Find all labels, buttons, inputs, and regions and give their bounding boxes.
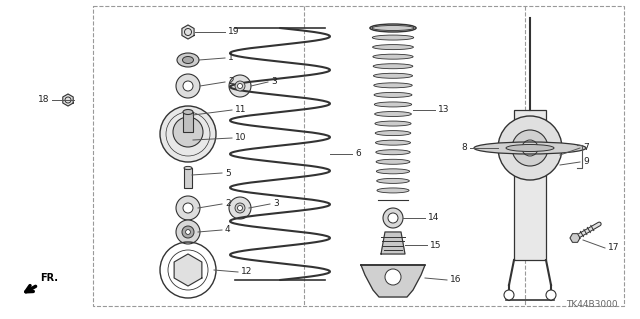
Ellipse shape xyxy=(377,188,409,193)
Circle shape xyxy=(229,75,251,97)
Text: 2: 2 xyxy=(225,199,230,209)
Text: 1: 1 xyxy=(228,54,234,63)
Ellipse shape xyxy=(373,54,413,59)
Polygon shape xyxy=(361,265,425,297)
Circle shape xyxy=(176,220,200,244)
Text: 6: 6 xyxy=(355,150,361,159)
Text: 2: 2 xyxy=(228,78,234,86)
Text: 3: 3 xyxy=(271,78,276,86)
Text: 4: 4 xyxy=(225,226,230,234)
Ellipse shape xyxy=(372,26,414,31)
Text: 5: 5 xyxy=(225,168,231,177)
Text: 11: 11 xyxy=(235,106,246,115)
Ellipse shape xyxy=(374,112,412,116)
Text: 12: 12 xyxy=(241,268,252,277)
Ellipse shape xyxy=(376,169,410,174)
Circle shape xyxy=(183,203,193,213)
Text: TK44B3000: TK44B3000 xyxy=(566,300,618,309)
Ellipse shape xyxy=(377,178,410,183)
Bar xyxy=(183,112,193,132)
Polygon shape xyxy=(381,232,405,254)
Circle shape xyxy=(183,81,193,91)
Circle shape xyxy=(176,74,200,98)
Ellipse shape xyxy=(372,35,413,40)
Text: 7: 7 xyxy=(583,144,589,152)
Text: 13: 13 xyxy=(438,106,449,115)
Ellipse shape xyxy=(374,102,412,107)
Polygon shape xyxy=(174,254,202,286)
Ellipse shape xyxy=(376,159,410,164)
Circle shape xyxy=(237,205,243,211)
Bar xyxy=(184,168,192,188)
Ellipse shape xyxy=(374,83,412,88)
Circle shape xyxy=(237,84,243,88)
Ellipse shape xyxy=(370,24,416,32)
Circle shape xyxy=(235,81,245,91)
Ellipse shape xyxy=(375,130,411,136)
Polygon shape xyxy=(570,234,580,242)
Bar xyxy=(93,6,624,306)
Circle shape xyxy=(504,290,514,300)
Ellipse shape xyxy=(376,140,410,145)
Ellipse shape xyxy=(373,64,413,69)
Ellipse shape xyxy=(506,145,554,152)
Ellipse shape xyxy=(183,109,193,115)
Circle shape xyxy=(160,106,216,162)
Text: 18: 18 xyxy=(38,95,49,105)
Circle shape xyxy=(176,196,200,220)
Circle shape xyxy=(229,197,251,219)
Text: FR.: FR. xyxy=(40,273,58,283)
Text: 10: 10 xyxy=(235,133,246,143)
Circle shape xyxy=(385,269,401,285)
Ellipse shape xyxy=(372,45,413,50)
Text: 8: 8 xyxy=(461,144,467,152)
Bar xyxy=(514,110,546,260)
Ellipse shape xyxy=(376,150,410,155)
Text: 15: 15 xyxy=(430,241,442,249)
Text: 17: 17 xyxy=(608,243,620,253)
Ellipse shape xyxy=(184,167,192,170)
Ellipse shape xyxy=(177,53,199,67)
Circle shape xyxy=(388,213,398,223)
Circle shape xyxy=(235,203,245,213)
Text: 16: 16 xyxy=(450,276,461,285)
Ellipse shape xyxy=(182,56,193,63)
Circle shape xyxy=(186,230,191,234)
Ellipse shape xyxy=(374,93,412,97)
Polygon shape xyxy=(63,94,73,106)
Circle shape xyxy=(546,290,556,300)
Text: 3: 3 xyxy=(273,199,279,209)
Circle shape xyxy=(182,226,194,238)
Polygon shape xyxy=(182,25,194,39)
Text: 9: 9 xyxy=(583,158,589,167)
Circle shape xyxy=(498,116,562,180)
Circle shape xyxy=(512,130,548,166)
Ellipse shape xyxy=(375,121,411,126)
Circle shape xyxy=(173,117,203,147)
Circle shape xyxy=(383,208,403,228)
Text: 19: 19 xyxy=(228,27,239,36)
Text: 14: 14 xyxy=(428,213,440,222)
Ellipse shape xyxy=(474,142,586,154)
Ellipse shape xyxy=(374,73,413,78)
